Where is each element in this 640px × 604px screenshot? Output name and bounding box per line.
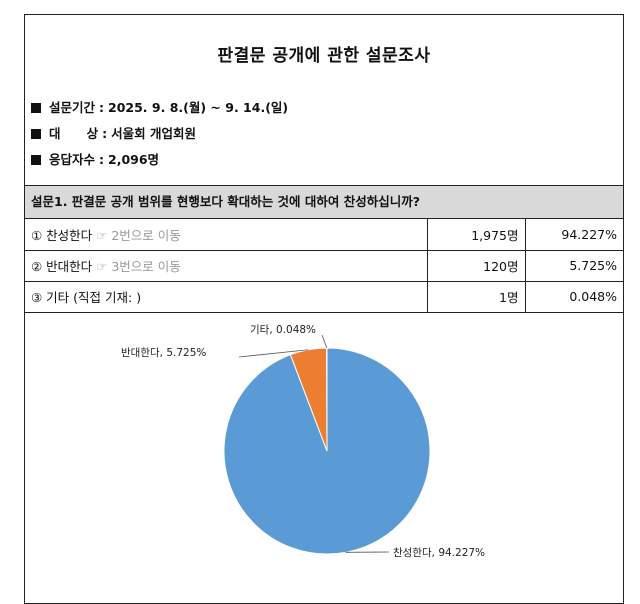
pie-chart: 찬성한다, 94.227% 반대한다, 5.725% 기타, 0.048% xyxy=(25,15,623,575)
leader-line-3 xyxy=(322,335,327,348)
pie-data-label-1: 찬성한다, 94.227% xyxy=(393,547,485,559)
pie-data-label-2: 반대한다, 5.725% xyxy=(121,347,206,359)
survey-sheet: 판결문 공개에 관한 설문조사 설문기간 : 2025. 9. 8.(월) ~ … xyxy=(24,14,624,604)
pie-data-label-3: 기타, 0.048% xyxy=(250,324,316,336)
